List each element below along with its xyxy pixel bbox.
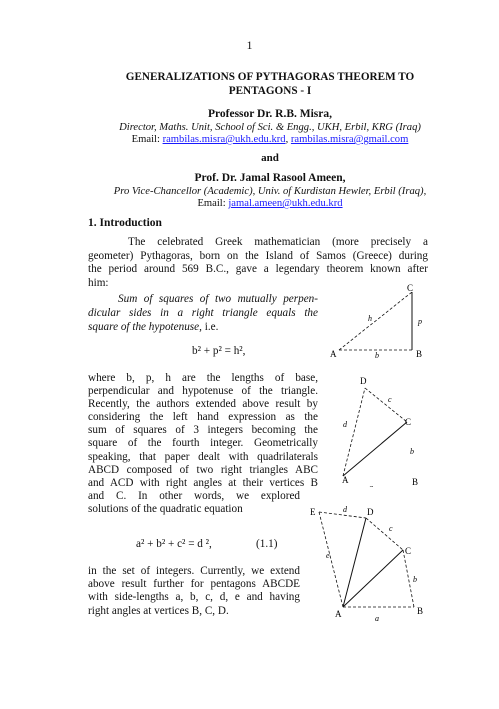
theorem-statement: Sum of squares of two mutually perpen- d… <box>88 292 318 334</box>
para3-line: above result further for pentagons ABCDE <box>88 578 300 591</box>
vertex-d-label: D <box>367 507 374 517</box>
paragraph-3: in the set of integers. Currently, we ex… <box>88 565 300 618</box>
vertex-c-label: C <box>405 546 411 556</box>
equation-1-1: a² + b² + c² = d ², <box>136 538 212 552</box>
vertex-c-label: C <box>405 417 411 427</box>
para2-line: perpendicular and hypotenuse of the tria… <box>88 385 318 398</box>
author1-name: Professor Dr. R.B. Misra, <box>207 108 333 120</box>
vertex-b-label: B <box>416 349 422 359</box>
side-b-label: b <box>413 575 417 584</box>
vertex-b-label: B <box>412 477 418 487</box>
side-a-label: a <box>369 483 373 487</box>
author1-email-link-1[interactable]: rambilas.misra@ukh.edu.krd <box>162 134 286 145</box>
theorem-line: Sum of squares of two mutually perpen- <box>118 293 318 305</box>
paper-title: GENERALIZATIONS OF PYTHAGORAS THEOREM TO… <box>60 71 480 99</box>
vertex-c-label: C <box>407 283 413 293</box>
author2-email-line: Email: jamal.ameen@ukh.edu.krd <box>60 197 480 210</box>
vertex-a-label: A <box>342 475 349 485</box>
theorem-line: square of the hypotenuse, <box>88 321 202 333</box>
intro-line: The celebrated Greek mathematician (more… <box>128 236 428 248</box>
diagonal-ad-line <box>342 517 367 608</box>
para3-line: with side-lengths a, b, c, d, e and havi… <box>88 591 300 604</box>
para3-line: right angles at vertices B, C, D. <box>88 604 229 617</box>
side-b-label: b <box>375 351 379 360</box>
author1-email-separator: , <box>285 134 289 145</box>
side-dc-line <box>365 517 404 551</box>
vertex-d-label: D <box>360 376 367 386</box>
intro-line: geometer) Pythagoras, born on the Island… <box>88 249 428 262</box>
side-c-label: c <box>388 395 392 404</box>
theorem-line: dicular sides in a right triangle equals… <box>88 307 318 319</box>
and-word: and <box>261 152 279 164</box>
hypotenuse-line <box>338 291 413 351</box>
vertex-e-label: E <box>310 507 316 517</box>
title-line-1: GENERALIZATIONS OF PYTHAGORAS THEOREM TO <box>125 71 415 83</box>
diagonal-ac-line <box>342 421 408 477</box>
side-ad-line <box>342 387 366 477</box>
para2-line: and ACD with right angles at their verti… <box>88 476 318 489</box>
para2-line: and C. In other words, we explored <box>88 489 300 502</box>
equation-pythagoras: b² + p² = h², <box>192 345 246 357</box>
author2-name: Prof. Dr. Jamal Rasool Ameen, <box>194 172 346 184</box>
page-number: 1 <box>246 38 253 52</box>
para2-line: speaking, that paper dealt with quadrila… <box>88 450 318 463</box>
para2-line: ABCD composed of two right triangles ABC <box>88 463 318 476</box>
theorem-tail: i.e. <box>201 321 219 333</box>
diagonal-ac-line <box>342 549 404 608</box>
figure-pentagon: E D C A B d e c b a <box>310 505 423 623</box>
title-line-2: PENTAGONS - I <box>228 84 312 97</box>
para3-line: in the set of integers. Currently, we ex… <box>88 565 300 577</box>
side-c-label: c <box>389 524 393 533</box>
figure-right-triangle: C A B h p b <box>330 283 422 360</box>
para2-line: where b, p, h are the lengths of base, <box>88 372 318 384</box>
para2-line: Recently, the authors extended above res… <box>88 398 318 411</box>
equation-1-1-body: a² + b² + c² = d ², <box>136 538 212 550</box>
author1-affiliation: Director, Maths. Unit, School of Sci. & … <box>119 122 421 133</box>
side-ea-line <box>318 511 344 608</box>
intro-line: him: <box>88 276 109 289</box>
author1-email-link-2[interactable]: rambilas.misra@gmail.com <box>290 134 409 145</box>
side-d-label: d <box>343 505 348 514</box>
para2-line: considering the left hand expression as … <box>88 411 318 424</box>
side-dc-line <box>364 387 408 423</box>
intro-line: the period around 569 B.C., gave a legen… <box>88 263 428 276</box>
side-d-label: d <box>343 420 348 429</box>
side-a-label: a <box>375 614 379 623</box>
author1-email-line: Email: rambilas.misra@ukh.edu.krd, rambi… <box>60 133 480 146</box>
para2-line: solutions of the quadratic equation <box>88 502 243 515</box>
para2-line: sum of squares of 3 integers becoming th… <box>88 424 318 437</box>
section-heading: 1. Introduction <box>88 217 162 229</box>
author2-email-label: Email: <box>197 198 226 209</box>
side-e-label: e <box>326 551 330 560</box>
author1-email-label: Email: <box>131 134 160 145</box>
side-h-label: h <box>368 314 372 323</box>
equation-number: (1.1) <box>256 538 278 550</box>
figure-quadrilateral: D C A B d c b a <box>342 376 418 487</box>
vertex-a-label: A <box>330 349 337 359</box>
side-ed-line <box>318 511 367 519</box>
vertex-a-label: A <box>335 609 342 619</box>
side-b-label: b <box>410 447 414 456</box>
paragraph-2: where b, p, h are the lengths of base, p… <box>88 372 318 516</box>
para2-line: square of the fourth integer. Geometrica… <box>88 437 318 450</box>
side-p-label: p <box>417 317 422 326</box>
intro-paragraph: The celebrated Greek mathematician (more… <box>88 236 428 290</box>
author2-email-link[interactable]: jamal.ameen@ukh.edu.krd <box>228 198 343 209</box>
author2-affiliation: Pro Vice-Chancellor (Academic), Univ. of… <box>113 186 427 197</box>
vertex-b-label: B <box>417 606 423 616</box>
